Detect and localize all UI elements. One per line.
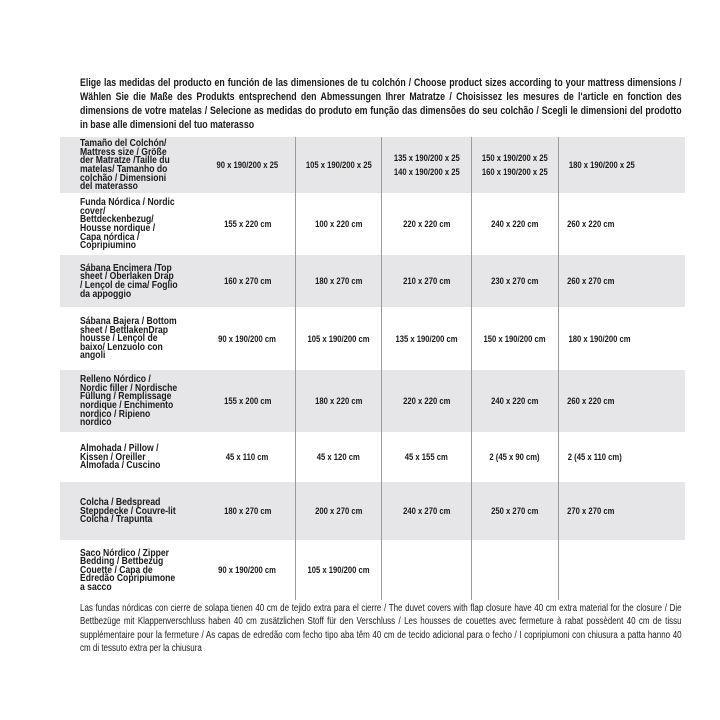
size-value: 180 x 270 cm <box>314 276 363 286</box>
header-size: 150 x 190/200 x 25 <box>482 153 548 163</box>
size-value: 220 x 220 cm <box>402 396 451 406</box>
size-value: 2 (45 x 90 cm) <box>489 452 541 462</box>
size-value: 100 x 220 cm <box>314 219 363 229</box>
table-row: Saco Nórdico / Zipper Bedding / Bettbezu… <box>60 540 685 600</box>
size-value: 45 x 120 cm <box>317 452 360 462</box>
table-row: Sábana Encimera /Top sheet / Oberlaken D… <box>60 255 685 307</box>
size-value: 260 x 220 cm <box>567 219 615 229</box>
row-label: Sábana Encimera /Top sheet / Oberlaken D… <box>80 261 178 300</box>
size-value: 105 x 190/200 cm <box>307 565 370 575</box>
header-size: 180 x 190/200 x 25 <box>568 160 635 170</box>
header-size: 160 x 190/200 x 25 <box>482 167 548 177</box>
size-value: 210 x 270 cm <box>402 276 451 286</box>
header-size: 105 x 190/200 x 25 <box>305 160 372 170</box>
table-row: Almohada / Pillow / Kissen / Oreiller Al… <box>60 432 685 482</box>
row-label: Relleno Nórdico / Nordic filler / Nordis… <box>80 373 178 429</box>
row-label: Saco Nórdico / Zipper Bedding / Bettbezu… <box>80 546 176 593</box>
size-value: 90 x 190/200 cm <box>218 333 277 344</box>
intro-text: Elige las medidas del producto en funció… <box>80 77 682 131</box>
table-row: Relleno Nórdico / Nordic filler / Nordis… <box>60 370 685 432</box>
size-value: 230 x 270 cm <box>491 276 539 286</box>
header-label: Tamaño del Colchón/ Mattress size / Größ… <box>80 137 170 193</box>
size-value: 250 x 270 cm <box>491 506 539 516</box>
row-label: Colcha / Bedspread Steppdecke / Couvre-l… <box>80 496 176 526</box>
size-value: 135 x 190/200 cm <box>395 333 458 344</box>
size-value: 45 x 155 cm <box>405 452 448 462</box>
size-value: 155 x 200 cm <box>223 396 272 406</box>
size-value: 160 x 270 cm <box>223 276 272 286</box>
size-value: 2 (45 x 110 cm) <box>567 452 622 462</box>
size-value: 240 x 220 cm <box>491 219 539 229</box>
size-value: 90 x 190/200 cm <box>218 565 277 575</box>
size-value: 260 x 270 cm <box>567 276 615 286</box>
size-value: 45 x 110 cm <box>226 452 269 462</box>
table-row: Sábana Bajera / Bottom sheet / Bettlaken… <box>60 307 685 370</box>
table-row: Colcha / Bedspread Steppdecke / Couvre-l… <box>60 482 685 540</box>
size-value: 200 x 270 cm <box>314 506 363 516</box>
size-value: 240 x 270 cm <box>402 506 451 516</box>
row-label: Sábana Bajera / Bottom sheet / Bettlaken… <box>80 315 177 362</box>
table-row: Funda Nórdica / Nordic cover/ Bettdecken… <box>60 193 685 255</box>
header-size: 90 x 190/200 x 25 <box>216 160 279 170</box>
size-value: 240 x 220 cm <box>491 396 539 406</box>
size-value: 155 x 220 cm <box>223 219 272 229</box>
size-value: 180 x 220 cm <box>314 396 363 406</box>
row-label: Almohada / Pillow / Kissen / Oreiller Al… <box>80 442 161 472</box>
header-size: 140 x 190/200 x 25 <box>393 167 460 177</box>
footnote: Las fundas nórdicas con cierre de solapa… <box>80 603 682 655</box>
size-table: Tamaño del Colchón/ Mattress size / Größ… <box>60 137 685 600</box>
header-size: 135 x 190/200 x 25 <box>393 153 460 163</box>
size-value: 180 x 190/200 cm <box>568 333 631 344</box>
size-value: 220 x 220 cm <box>402 219 451 229</box>
header-row: Tamaño del Colchón/ Mattress size / Größ… <box>60 137 685 193</box>
size-value: 150 x 190/200 cm <box>483 333 547 344</box>
size-value: 270 x 270 cm <box>567 506 615 516</box>
row-label: Funda Nórdica / Nordic cover/ Bettdecken… <box>80 196 175 252</box>
size-value: 105 x 190/200 cm <box>307 333 370 344</box>
size-value: 180 x 270 cm <box>223 506 272 516</box>
size-value: 260 x 220 cm <box>567 396 615 406</box>
